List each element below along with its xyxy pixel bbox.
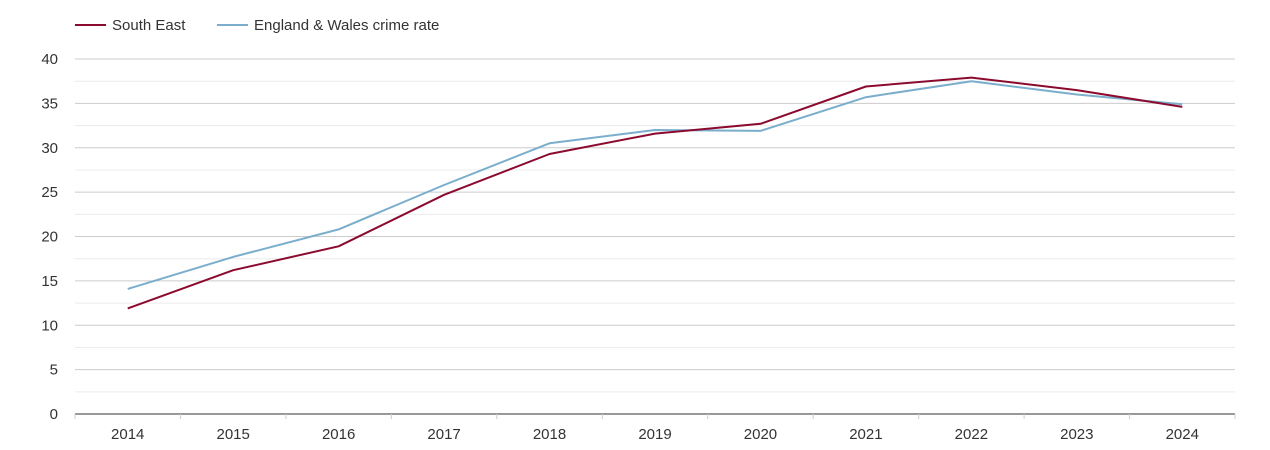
legend-label-england-wales: England & Wales crime rate	[254, 17, 439, 34]
y-tick-label: 0	[50, 406, 58, 423]
y-tick-label: 40	[41, 51, 58, 68]
legend: South East England & Wales crime rate	[75, 17, 439, 34]
series-lines	[127, 76, 1183, 310]
x-tick-label: 2023	[1060, 426, 1093, 443]
series-line-england-wales-crime-rate	[127, 80, 1183, 290]
x-tick-label: 2024	[1166, 426, 1199, 443]
x-tick-label: 2020	[744, 426, 777, 443]
x-tick-label: 2018	[533, 426, 566, 443]
x-tick-label: 2022	[955, 426, 988, 443]
x-tick-label: 2015	[216, 426, 249, 443]
x-tick-label: 2017	[427, 426, 460, 443]
y-tick-label: 35	[41, 95, 58, 112]
legend-label-south-east: South East	[112, 17, 186, 34]
x-tick-label: 2014	[111, 426, 144, 443]
series-line-south-east	[127, 76, 1183, 310]
x-tick-label: 2021	[849, 426, 882, 443]
y-tick-label: 5	[50, 362, 58, 379]
x-axis: 2014 2015 2016 2017 2018 2019 2020 2021 2022 2023…	[74, 413, 1236, 443]
y-tick-label: 15	[41, 273, 58, 290]
y-axis-tick-labels: 0 5 10 15 20 25 30 35 40	[41, 51, 58, 423]
y-tick-label: 30	[41, 140, 58, 157]
x-tick-label: 2019	[638, 426, 671, 443]
gridlines	[75, 58, 1235, 393]
y-tick-label: 20	[41, 229, 58, 246]
y-tick-label: 10	[41, 317, 58, 334]
x-tick-label: 2016	[322, 426, 355, 443]
y-tick-label: 25	[41, 184, 58, 201]
